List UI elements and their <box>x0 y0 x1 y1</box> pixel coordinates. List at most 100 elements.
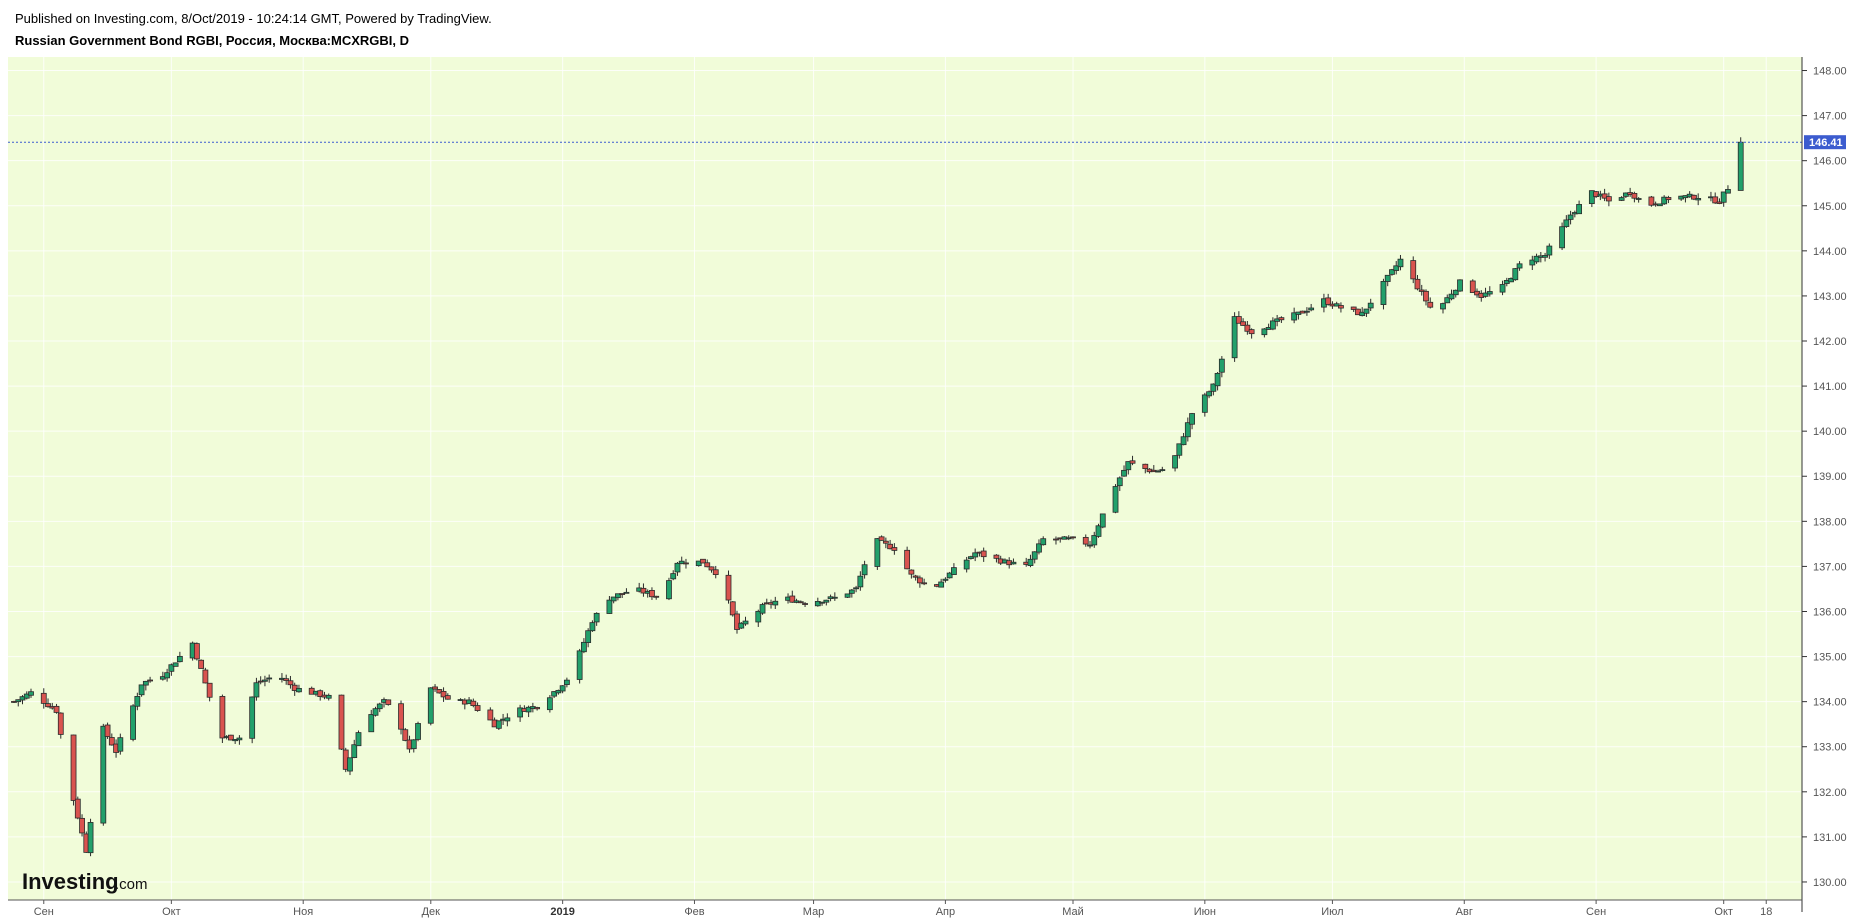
candle-down <box>1712 192 1719 204</box>
candle-up <box>1452 289 1459 298</box>
candle-body <box>1244 324 1251 332</box>
candle-body <box>653 595 660 598</box>
time-tick-label: Авг <box>1456 906 1473 918</box>
candle-up <box>938 578 945 588</box>
candle-up <box>325 693 332 701</box>
candle-body <box>28 691 34 696</box>
candle-body <box>504 717 511 722</box>
candle-body <box>882 540 889 544</box>
candle-up <box>666 577 672 601</box>
candle-body <box>1601 193 1608 199</box>
candle-body <box>1414 278 1421 290</box>
candle-body <box>819 601 825 604</box>
candle-body <box>172 662 179 667</box>
candle-up <box>427 687 434 726</box>
candle-up <box>1065 535 1072 541</box>
candle-down <box>683 558 689 569</box>
price-tick-label: 138.00 <box>1813 516 1847 528</box>
candle-up <box>1576 200 1582 215</box>
candle-body <box>1240 321 1247 326</box>
candle-down <box>908 569 915 579</box>
candle-up <box>1095 523 1102 538</box>
candle-down <box>1665 195 1672 204</box>
candle-down <box>1601 188 1608 202</box>
candle-up <box>1635 197 1642 203</box>
investing-logo[interactable]: Investing .com <box>22 869 148 894</box>
candle-up <box>972 548 979 562</box>
candle-down <box>725 570 732 604</box>
candle-down <box>1082 534 1089 547</box>
candle-down <box>619 593 626 599</box>
candle-body <box>517 707 524 718</box>
candle-down <box>789 590 796 603</box>
candle-body <box>1278 317 1285 321</box>
candle-down <box>385 699 392 706</box>
candle-body <box>980 550 987 558</box>
candle-body <box>1389 269 1395 275</box>
candle-body <box>1235 316 1242 324</box>
candle-body <box>176 655 183 663</box>
candle-down <box>1142 463 1149 474</box>
candle-down <box>74 796 81 820</box>
candle-body <box>640 587 647 594</box>
candle-up <box>1201 392 1208 417</box>
candle-up <box>351 739 358 759</box>
candle-down <box>1648 195 1655 207</box>
candle-body <box>415 723 421 740</box>
candle-body <box>117 737 124 752</box>
time-axis[interactable]: Сен Окт Ноя Дек 2019 Фев Мар Апр Май Июн Июл Авг Сен… <box>8 899 1802 918</box>
candle-down <box>1338 302 1344 313</box>
candle-body <box>45 703 51 708</box>
candle-body <box>972 552 979 558</box>
candle-body <box>878 536 885 541</box>
candle-up <box>861 560 868 579</box>
last-price-value: 146.41 <box>1809 137 1843 149</box>
candle-up <box>1363 308 1370 317</box>
candle-up <box>1206 390 1212 399</box>
candle-body <box>1440 303 1446 310</box>
candle-body <box>1691 194 1697 200</box>
candle-body <box>1176 443 1183 456</box>
grid-lines <box>8 57 1802 900</box>
candle-up <box>1567 210 1574 225</box>
candle-down <box>878 535 885 541</box>
candle-down <box>474 702 481 712</box>
candle-body <box>1427 301 1434 308</box>
price-axis[interactable]: 130.00 131.00 132.00 133.00 134.00 135.00 136.… <box>1801 57 1847 912</box>
candle-body <box>853 587 859 590</box>
candle-body <box>831 596 838 599</box>
candle-body <box>742 620 749 625</box>
candle-body <box>993 554 1000 559</box>
plot-area[interactable] <box>8 57 1802 900</box>
candle-body <box>1248 329 1255 335</box>
candle-body <box>1121 469 1127 477</box>
candle-up <box>589 620 596 632</box>
candle-body <box>134 696 141 707</box>
candle-body <box>1082 536 1089 545</box>
time-tick-label: Мар <box>803 906 825 918</box>
candle-body <box>1418 289 1425 292</box>
candle-body <box>1448 293 1455 300</box>
logo-wordmark: Investing <box>22 869 119 894</box>
candle-up <box>1231 312 1238 362</box>
candle-body <box>734 613 740 630</box>
candle-up <box>1482 287 1489 298</box>
candle-up <box>848 588 855 598</box>
candle-down <box>708 566 715 573</box>
candle-up <box>262 675 268 687</box>
candle-down <box>916 575 923 588</box>
candle-up <box>1304 307 1310 316</box>
candle-down <box>440 687 447 702</box>
candle-up <box>678 556 685 565</box>
candle-down <box>887 539 894 550</box>
candle-down <box>193 642 200 661</box>
candle-body <box>1393 265 1400 271</box>
candle-up <box>1333 301 1340 307</box>
candle-body <box>963 559 970 570</box>
candle-up <box>168 663 175 676</box>
candle-body <box>593 612 600 623</box>
candle-up <box>963 556 970 573</box>
candle-up <box>1261 328 1268 338</box>
candle-body <box>1261 328 1268 336</box>
